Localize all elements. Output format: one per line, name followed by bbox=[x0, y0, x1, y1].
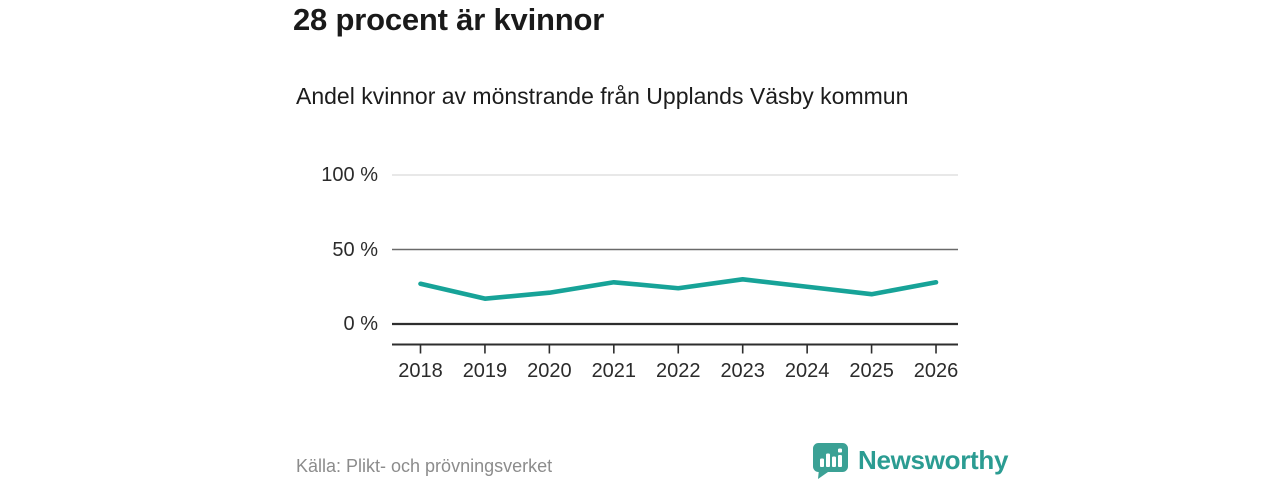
y-axis-labels: 100 % 50 % 0 % bbox=[290, 164, 378, 360]
x-tick-label: 2020 bbox=[527, 360, 572, 382]
x-tick-label: 2022 bbox=[656, 360, 701, 382]
newsworthy-logo-icon bbox=[812, 442, 849, 479]
x-axis-labels: 2018 2019 2020 2021 2022 2023 2024 2025 2026 bbox=[390, 358, 962, 386]
x-tick-label: 2026 bbox=[913, 360, 959, 382]
y-tick-label: 100 % bbox=[321, 164, 378, 186]
chart-title: 28 procent är kvinnor bbox=[293, 2, 605, 37]
y-tick-label: 50 % bbox=[332, 238, 378, 261]
y-tick-label: 0 % bbox=[343, 313, 378, 335]
x-tick-label: 2018 bbox=[398, 360, 443, 382]
source-text: Källa: Plikt- och prövningsverket bbox=[296, 456, 553, 476]
chart-subtitle: Andel kvinnor av mönstrande från Uppland… bbox=[296, 83, 909, 109]
line-chart-svg bbox=[392, 174, 958, 354]
x-tick-label: 2024 bbox=[784, 360, 830, 382]
x-tick-label: 2025 bbox=[849, 360, 894, 382]
bar-chart-glyph bbox=[820, 448, 842, 467]
speech-bubble-shape bbox=[813, 443, 848, 479]
x-tick-label: 2021 bbox=[591, 360, 637, 382]
newsworthy-logo: Newsworthy bbox=[812, 442, 1008, 480]
x-tick-label: 2023 bbox=[720, 360, 765, 382]
newsworthy-wordmark: Newsworthy bbox=[858, 445, 1009, 475]
data-line-andel-kvinnor bbox=[418, 277, 939, 301]
x-tick-label: 2019 bbox=[462, 360, 508, 382]
